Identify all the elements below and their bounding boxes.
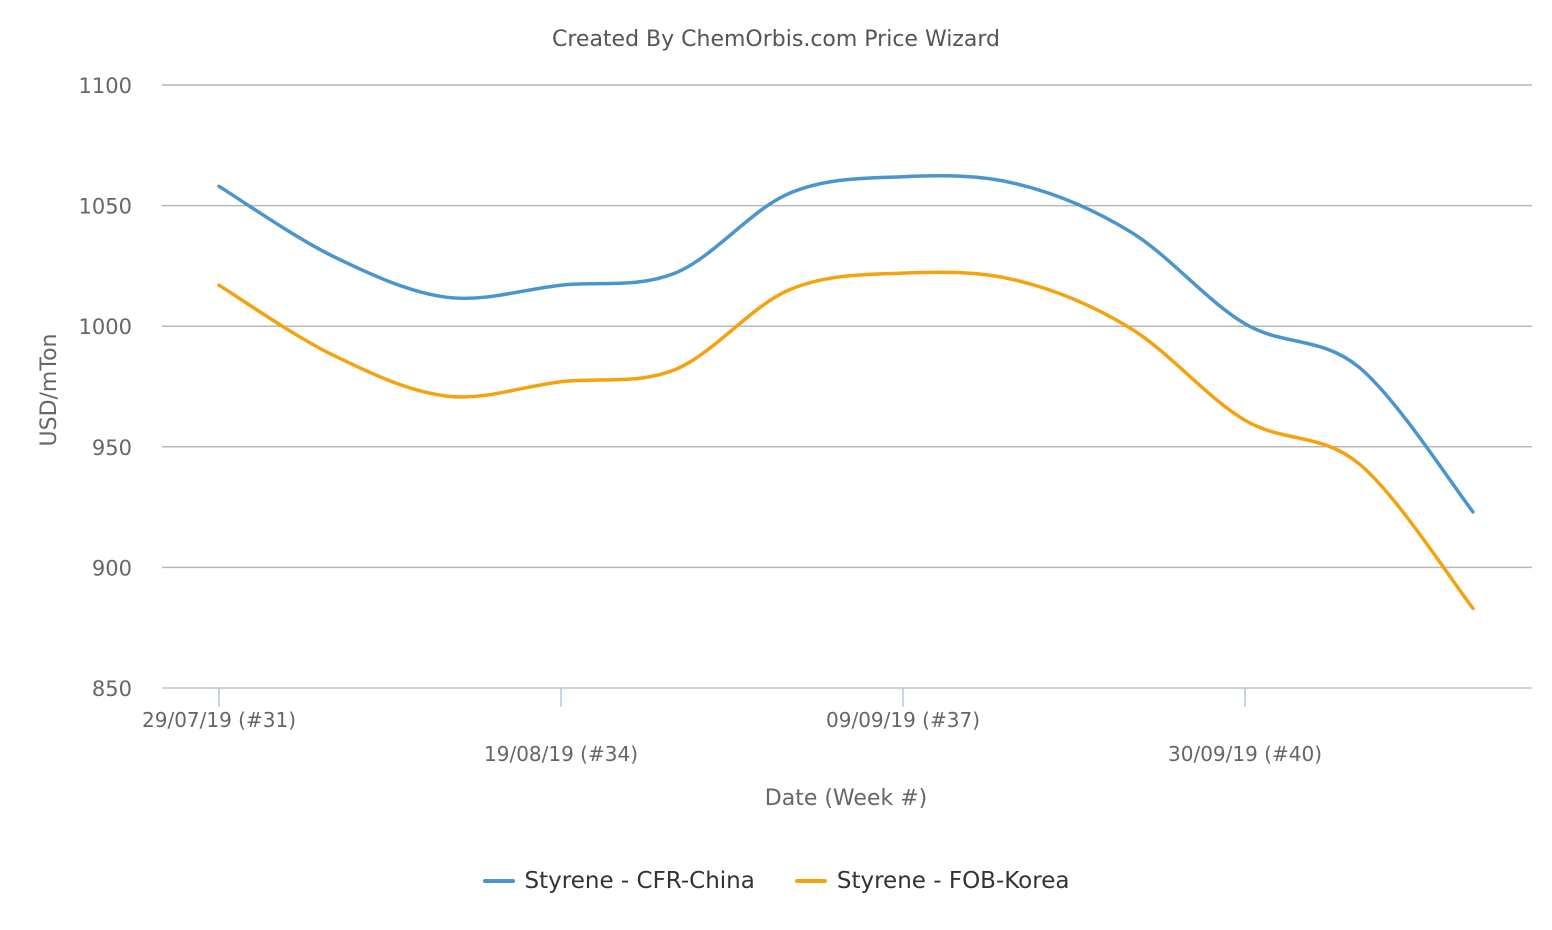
y-tick-label: 850 <box>92 677 132 701</box>
x-tick-label: 30/09/19 (#40) <box>1168 742 1322 766</box>
gridlines <box>162 84 1532 569</box>
chart-title: Created By ChemOrbis.com Price Wizard <box>551 27 1000 52</box>
series-lines <box>217 174 1475 611</box>
legend-label: Styrene - FOB-Korea <box>836 868 1070 894</box>
y-tick-label: 950 <box>92 436 132 460</box>
x-tick-label: 09/09/19 (#37) <box>826 708 980 732</box>
y-tick-label: 900 <box>92 556 132 580</box>
x-tick-label: 29/07/19 (#31) <box>142 708 296 732</box>
legend-item-fob-korea[interactable]: Styrene - FOB-Korea <box>794 868 1070 894</box>
legend: Styrene - CFR-China Styrene - FOB-Korea <box>0 868 1552 894</box>
legend-swatch-cfr-china <box>482 879 515 883</box>
series-line-styrene-cfr-china <box>217 174 1475 514</box>
y-tick-label: 1050 <box>79 195 132 219</box>
legend-item-cfr-china[interactable]: Styrene - CFR-China <box>482 868 755 894</box>
y-tick-label: 1000 <box>79 315 132 339</box>
x-tick-label: 19/08/19 (#34) <box>484 742 638 766</box>
series-line-styrene-fob-korea <box>217 270 1475 611</box>
y-tick-label: 1100 <box>79 74 132 98</box>
x-axis-title: Date (Week #) <box>765 786 927 811</box>
y-axis-title: USD/mTon <box>37 334 62 447</box>
legend-swatch-fob-korea <box>794 879 827 883</box>
axes: 850 900 950 1000 1050 1100 29/07/19 (#31) 19/08… <box>79 74 1532 766</box>
legend-label: Styrene - CFR-China <box>524 868 755 894</box>
